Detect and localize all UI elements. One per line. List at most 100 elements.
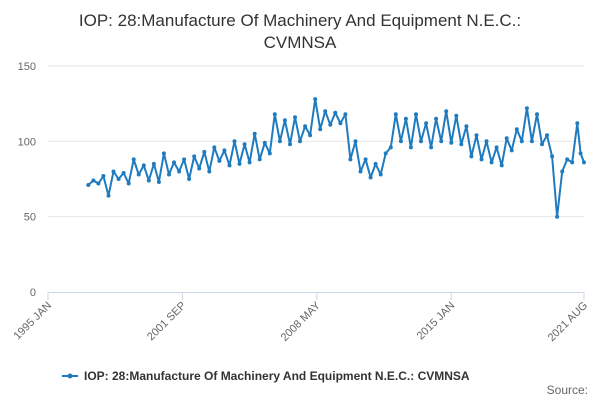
data-point[interactable] [449, 140, 454, 145]
data-point[interactable] [454, 113, 459, 118]
data-point[interactable] [434, 116, 439, 121]
data-point[interactable] [217, 158, 222, 163]
data-point[interactable] [555, 214, 560, 219]
data-point[interactable] [540, 142, 544, 147]
data-point[interactable] [207, 169, 212, 174]
data-point[interactable] [303, 124, 308, 129]
data-point[interactable] [348, 157, 353, 162]
data-point[interactable] [197, 166, 202, 171]
data-point[interactable] [504, 136, 509, 141]
data-point[interactable] [424, 121, 429, 126]
data-point[interactable] [514, 127, 519, 132]
data-point[interactable] [353, 139, 358, 144]
data-point[interactable] [575, 121, 580, 126]
data-point[interactable] [308, 133, 313, 138]
data-point[interactable] [358, 169, 363, 174]
data-point[interactable] [242, 142, 247, 147]
data-point[interactable] [272, 112, 277, 117]
data-point[interactable] [408, 145, 413, 150]
data-point[interactable] [403, 116, 408, 121]
data-point[interactable] [464, 124, 469, 129]
data-point[interactable] [570, 160, 575, 165]
data-point[interactable] [91, 178, 96, 183]
data-point[interactable] [86, 183, 91, 187]
data-point[interactable] [227, 163, 232, 168]
data-point[interactable] [126, 181, 131, 186]
data-point[interactable] [439, 139, 444, 144]
data-point[interactable] [323, 109, 328, 114]
data-point[interactable] [328, 122, 333, 127]
data-point[interactable] [368, 175, 373, 180]
data-point[interactable] [177, 169, 182, 174]
data-point[interactable] [499, 163, 504, 168]
data-point[interactable] [313, 97, 318, 102]
data-point[interactable] [161, 151, 166, 156]
data-point[interactable] [414, 112, 418, 117]
data-point[interactable] [151, 161, 156, 166]
data-point[interactable] [192, 154, 197, 159]
data-point[interactable] [393, 112, 398, 117]
data-point[interactable] [298, 139, 302, 144]
data-point[interactable] [252, 131, 257, 136]
data-point[interactable] [582, 160, 586, 165]
data-point[interactable] [212, 145, 217, 150]
data-point[interactable] [237, 161, 242, 166]
data-point[interactable] [167, 172, 171, 177]
data-point[interactable] [282, 118, 287, 123]
data-point[interactable] [429, 145, 434, 150]
data-point[interactable] [106, 193, 111, 198]
data-point[interactable] [398, 139, 403, 144]
data-point[interactable] [111, 169, 116, 174]
data-point[interactable] [156, 180, 161, 184]
data-point[interactable] [519, 139, 524, 144]
data-point[interactable] [262, 140, 267, 145]
data-point[interactable] [293, 115, 297, 120]
data-point[interactable] [318, 127, 323, 132]
data-point[interactable] [257, 157, 262, 162]
data-point[interactable] [524, 106, 529, 111]
data-point[interactable] [202, 149, 207, 154]
data-point[interactable] [141, 163, 146, 168]
data-point[interactable] [232, 139, 237, 144]
data-point[interactable] [116, 177, 121, 181]
data-point[interactable] [277, 139, 282, 144]
data-point[interactable] [444, 109, 449, 114]
data-point[interactable] [388, 145, 393, 150]
data-point[interactable] [247, 160, 252, 165]
data-point[interactable] [545, 133, 549, 138]
data-point[interactable] [121, 171, 126, 175]
data-point[interactable] [146, 178, 151, 183]
data-point[interactable] [484, 139, 489, 144]
data-point[interactable] [479, 157, 484, 162]
data-point[interactable] [474, 133, 479, 138]
data-point[interactable] [459, 142, 464, 147]
data-point[interactable] [383, 151, 388, 156]
data-point[interactable] [338, 121, 343, 126]
data-point[interactable] [560, 169, 565, 174]
data-point[interactable] [343, 112, 348, 117]
data-point[interactable] [363, 157, 368, 162]
data-point[interactable] [136, 172, 141, 177]
data-point[interactable] [172, 160, 176, 165]
data-point[interactable] [378, 172, 383, 177]
legend[interactable]: IOP: 28:Manufacture Of Machinery And Equ… [62, 369, 470, 383]
data-point[interactable] [469, 154, 474, 159]
data-point[interactable] [333, 110, 338, 115]
data-point[interactable] [187, 177, 192, 181]
data-point[interactable] [550, 154, 555, 159]
data-point[interactable] [494, 145, 499, 150]
data-point[interactable] [509, 148, 514, 153]
data-point[interactable] [535, 112, 539, 117]
data-point[interactable] [373, 161, 378, 166]
data-point[interactable] [101, 174, 106, 178]
data-point[interactable] [288, 142, 292, 147]
data-point[interactable] [489, 160, 494, 165]
data-point[interactable] [267, 151, 272, 156]
data-point[interactable] [131, 157, 136, 162]
data-point[interactable] [529, 139, 534, 144]
data-point[interactable] [222, 148, 227, 153]
data-point[interactable] [96, 181, 101, 186]
data-point[interactable] [419, 139, 423, 144]
data-point[interactable] [182, 157, 187, 162]
data-point[interactable] [578, 151, 583, 156]
